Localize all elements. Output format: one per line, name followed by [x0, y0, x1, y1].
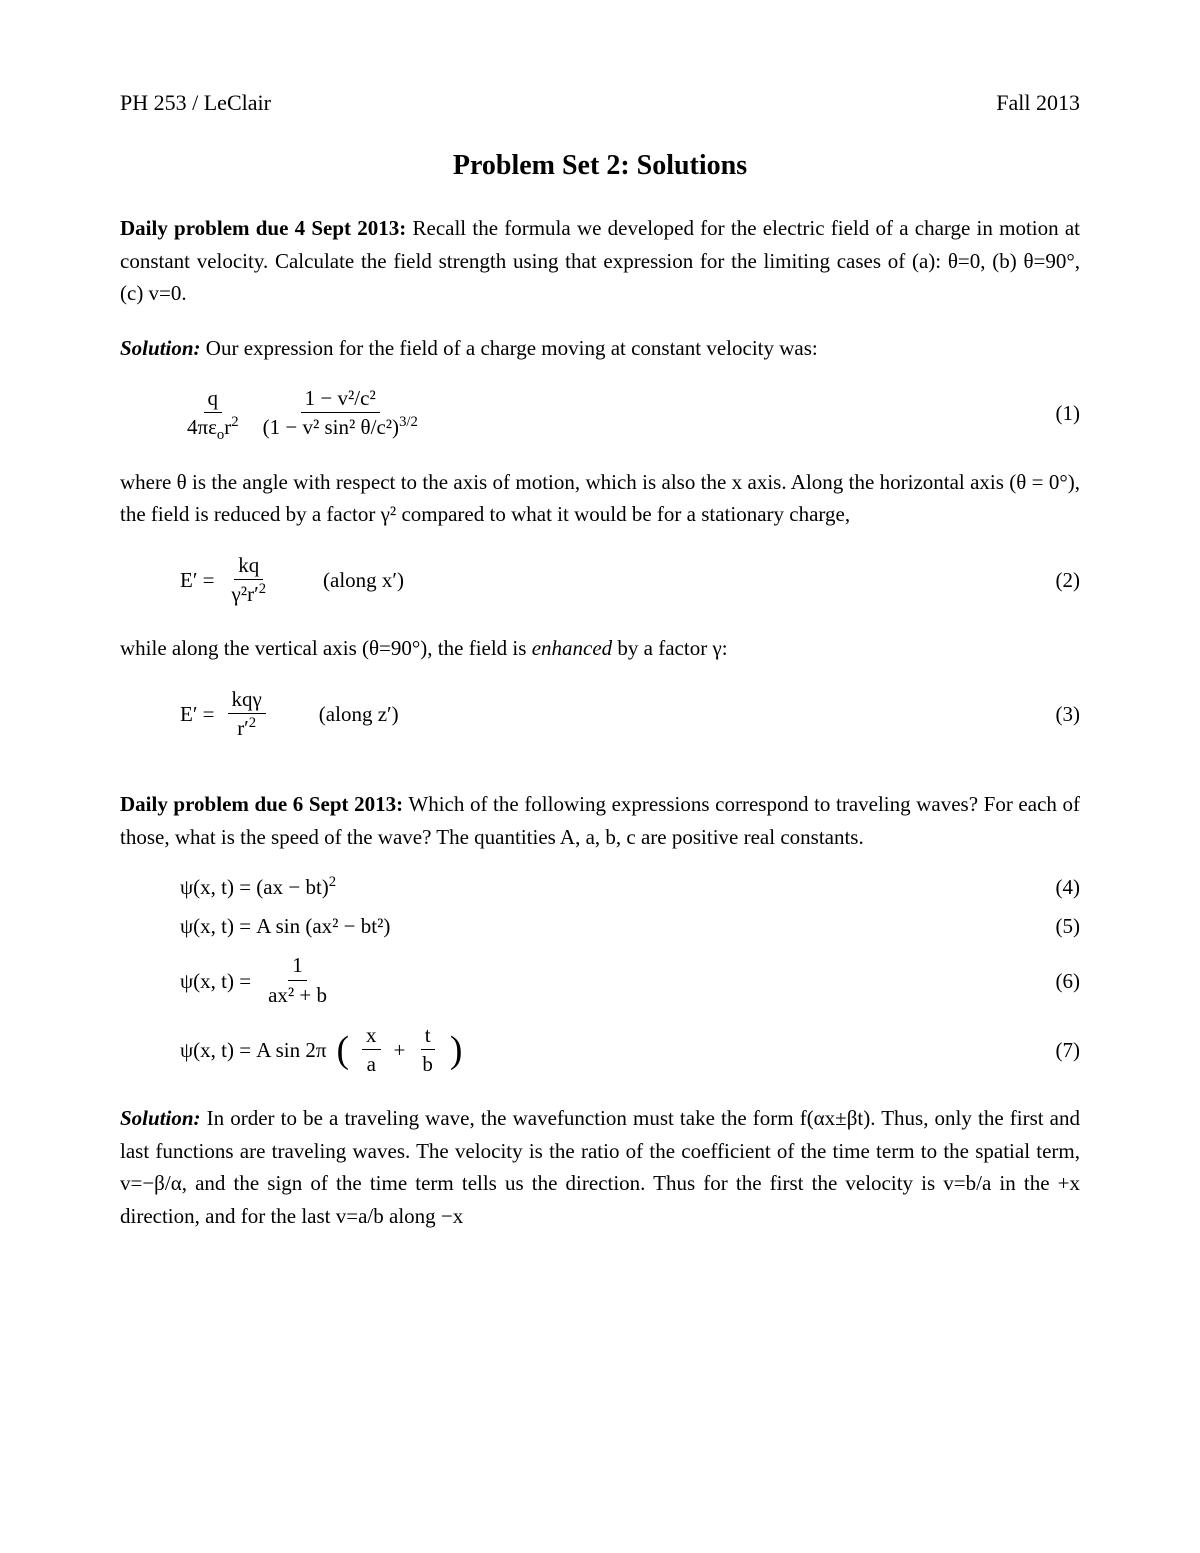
eq4-number: (4)	[1056, 875, 1081, 900]
s1p3-a: while along the vertical axis (θ=90°), t…	[120, 636, 532, 660]
eq5-lhs: ψ(x, t) = A sin (ax² − bt²)	[180, 914, 390, 939]
eq1-frac2-num: 1 − v²/c²	[301, 386, 380, 413]
eq1-frac1-den: 4πεor2	[183, 413, 243, 441]
solution1-intro: Solution: Our expression for the field o…	[120, 332, 1080, 365]
eq4-sup: 2	[329, 874, 336, 890]
eq7-frac-x: x a	[362, 1023, 381, 1078]
eq3-den-a: r′	[237, 716, 249, 740]
eq7-lhs: ψ(x, t) = A sin 2π	[180, 1038, 326, 1063]
solution1-para2: where θ is the angle with respect to the…	[120, 466, 1080, 531]
eq7-frac-t: t b	[418, 1023, 437, 1078]
eq7-fx-num: x	[362, 1023, 381, 1050]
solution1-intro-text: Our expression for the field of a charge…	[201, 336, 818, 360]
eq3-frac-num: kqγ	[228, 687, 266, 714]
eq2-frac-den: γ²r′2	[228, 580, 271, 608]
eq1-frac2-den: (1 − v² sin² θ/c²)3/2	[259, 413, 422, 441]
equation-6: ψ(x, t) = 1 ax² + b (6)	[120, 953, 1080, 1008]
eq2-lhs: E′ =	[180, 568, 215, 593]
eq2-frac-num: kq	[234, 553, 263, 580]
eq7-ft-num: t	[421, 1023, 435, 1050]
eq1-frac2-den-a: (1 − v² sin² θ/c²)	[263, 415, 399, 439]
equation-2: E′ = kq γ²r′2 (along x′) (2)	[120, 553, 1080, 608]
eq7-ft-den: b	[418, 1050, 437, 1078]
eq3-note: (along z′)	[319, 702, 399, 727]
header-right: Fall 2013	[996, 90, 1080, 116]
eq1-frac1: q 4πεor2	[183, 386, 243, 441]
solution2-text: In order to be a traveling wave, the wav…	[120, 1106, 1080, 1228]
eq1-frac1-num: q	[204, 386, 223, 413]
solution1-para3: while along the vertical axis (θ=90°), t…	[120, 632, 1080, 665]
solution2: Solution: In order to be a traveling wav…	[120, 1102, 1080, 1232]
equation-5: ψ(x, t) = A sin (ax² − bt²) (5)	[120, 914, 1080, 939]
header-left: PH 253 / LeClair	[120, 90, 271, 116]
eq6-lhs: ψ(x, t) =	[180, 969, 251, 994]
eq7-fx-den: a	[363, 1050, 380, 1078]
eq2-number: (2)	[1056, 568, 1081, 593]
eq3-frac: kqγ r′2	[228, 687, 266, 742]
equations-4-7: ψ(x, t) = (ax − bt)2 (4) ψ(x, t) = A sin…	[120, 875, 1080, 1078]
equation-4: ψ(x, t) = (ax − bt)2 (4)	[120, 875, 1080, 900]
problem2-label: Daily problem due 6 Sept 2013:	[120, 792, 403, 816]
lparen-icon: (	[336, 1035, 349, 1065]
solution1-label: Solution:	[120, 336, 201, 360]
eq2-frac: kq γ²r′2	[228, 553, 271, 608]
equation-1: q 4πεor2 1 − v²/c² (1 − v² sin² θ/c²)3/2…	[120, 386, 1080, 441]
eq6-frac: 1 ax² + b	[264, 953, 331, 1008]
eq1-frac1-den-a: 4πε	[187, 415, 217, 439]
rparen-icon: )	[450, 1035, 463, 1065]
eq3-number: (3)	[1056, 702, 1081, 727]
problem1-label: Daily problem due 4 Sept 2013:	[120, 216, 406, 240]
eq4-lhs: ψ(x, t) = (ax − bt)	[180, 875, 329, 899]
equation-3: E′ = kqγ r′2 (along z′) (3)	[120, 687, 1080, 742]
page-header: PH 253 / LeClair Fall 2013	[120, 90, 1080, 116]
eq2-note: (along x′)	[323, 568, 404, 593]
eq6-number: (6)	[1056, 969, 1081, 994]
eq7-number: (7)	[1056, 1038, 1081, 1063]
equation-7: ψ(x, t) = A sin 2π ( x a + t b ) (7)	[120, 1023, 1080, 1078]
eq6-frac-num: 1	[288, 953, 307, 980]
solution2-label: Solution:	[120, 1106, 201, 1130]
page-title: Problem Set 2: Solutions	[120, 150, 1080, 182]
problem2: Daily problem due 6 Sept 2013: Which of …	[120, 788, 1080, 853]
eq5-number: (5)	[1056, 914, 1081, 939]
problem1: Daily problem due 4 Sept 2013: Recall th…	[120, 212, 1080, 310]
s1p3-b: by a factor γ:	[612, 636, 727, 660]
page: PH 253 / LeClair Fall 2013 Problem Set 2…	[0, 0, 1200, 1553]
eq6-frac-den: ax² + b	[264, 981, 331, 1009]
eq1-frac2: 1 − v²/c² (1 − v² sin² θ/c²)3/2	[259, 386, 422, 441]
eq3-frac-den: r′2	[233, 714, 260, 742]
eq3-den-sup: 2	[249, 715, 256, 731]
eq3-lhs: E′ =	[180, 702, 215, 727]
eq2-den-sup: 2	[259, 581, 266, 597]
eq1-frac2-den-sup: 3/2	[399, 414, 418, 430]
eq1-frac1-den-sup: 2	[231, 414, 238, 430]
eq1-number: (1)	[1056, 401, 1081, 426]
eq2-den-a: γ²r′	[232, 582, 259, 606]
s1p3-em: enhanced	[532, 636, 612, 660]
eq7-plus: +	[394, 1038, 406, 1063]
